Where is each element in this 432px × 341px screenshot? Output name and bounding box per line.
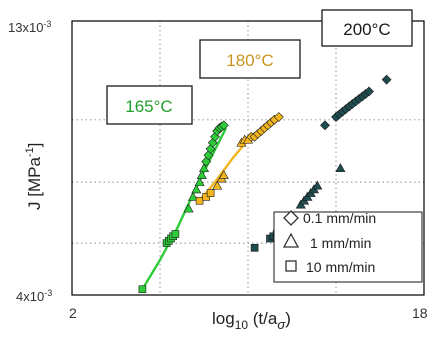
data-point-165C-triangle: [187, 191, 199, 201]
temperature-label-180-text: 180°C: [226, 51, 273, 70]
data-point-165C-square: [138, 285, 147, 294]
plot-frame: [71, 20, 425, 296]
data-point-200C-diamond: [320, 120, 330, 131]
data-point-200C-diamond: [364, 86, 374, 97]
data-point-200C-triangle: [335, 163, 346, 173]
x-axis-label: log10 (t/aσ): [212, 309, 291, 332]
y-tick-label-max: 13x10-3: [8, 19, 51, 35]
legend-label-diamond: 0.1 mm/min: [303, 210, 376, 226]
temperature-label-180: 180°C: [199, 39, 301, 79]
y-axis-label: J [MPa-1]: [24, 143, 44, 210]
data-point-180C-square: [206, 189, 215, 197]
y-tick-label-min: 4x10-3: [16, 288, 52, 304]
x-tick-label-min: 2: [69, 305, 77, 321]
data-point-165C-triangle: [194, 177, 205, 186]
data-point-180C-triangle: [218, 169, 229, 179]
data-point-180C-triangle: [212, 180, 223, 190]
data-point-200C-diamond: [381, 74, 392, 85]
data-point-200C-triangle: [312, 180, 323, 190]
legend-triangle-icon: [282, 232, 300, 248]
data-point-165C-triangle: [183, 203, 194, 213]
legend: 0.1 mm/min 1 mm/min 10 mm/min: [273, 210, 423, 283]
data-point-165C-diamond: [218, 120, 229, 131]
temperature-label-200-text: 200°C: [343, 20, 390, 39]
legend-label-triangle: 1 mm/min: [310, 235, 371, 251]
data-point-180C-square: [195, 196, 204, 205]
temperature-label-165-text: 165°C: [125, 97, 172, 116]
legend-diamond-icon: [283, 210, 299, 226]
data-point-165C-triangle: [191, 184, 202, 194]
data-point-180C-diamond: [273, 112, 284, 122]
data-point-200C-square: [250, 244, 259, 252]
temperature-label-200: 200°C: [321, 9, 413, 47]
data-point-165C-square: [171, 230, 180, 238]
legend-square-icon: [285, 260, 297, 272]
fit-line-165C: [141, 127, 228, 290]
data-point-165C-triangle: [198, 163, 210, 173]
temperature-label-165: 165°C: [106, 85, 193, 125]
x-tick-label-max: 18: [412, 305, 428, 321]
legend-label-square: 10 mm/min: [306, 259, 375, 275]
data-point-165C-diamond: [207, 137, 218, 148]
data-point-165C-diamond: [205, 143, 216, 154]
data-point-165C-triangle: [196, 169, 207, 179]
data-point-165C-diamond: [210, 131, 220, 142]
